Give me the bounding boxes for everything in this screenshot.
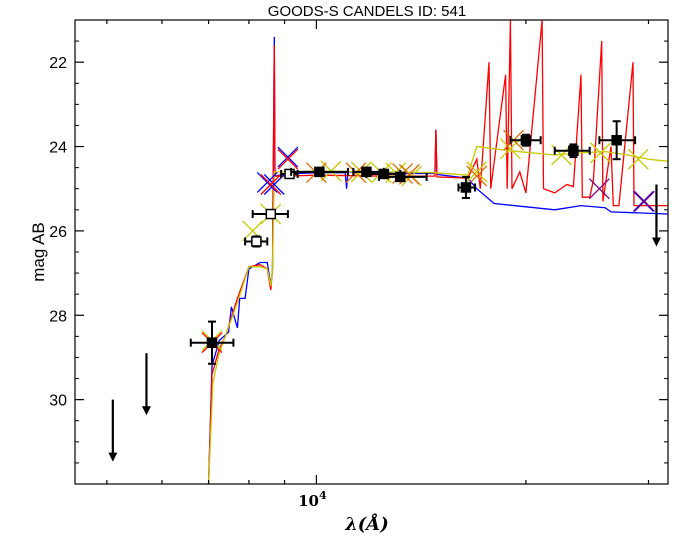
upper-limit-arrowhead (108, 452, 118, 462)
model-photometry-crosses (201, 129, 655, 354)
model-cross-model_red (260, 174, 282, 195)
observed-photometry (189, 120, 637, 365)
model-cross-model_yellow (466, 161, 488, 183)
model-cross-model_yellow (627, 148, 649, 170)
model-cross-model_red (277, 148, 299, 170)
data-point-open (284, 168, 295, 180)
data-point-filled (520, 134, 532, 146)
x-tick-label: 104 (298, 489, 327, 510)
model-line-model_blue (207, 36, 668, 484)
model-spectra (207, 20, 668, 484)
model-cross-model_purple (588, 178, 610, 200)
model-cross-model_purple (633, 190, 655, 212)
data-point-filled (460, 182, 472, 193)
model-cross-model_yellow (590, 142, 612, 164)
data-point-filled (314, 166, 325, 178)
x-axis-ticks: 104 (106, 20, 650, 510)
y-tick-label: 24 (49, 140, 67, 157)
y-tick-label: 22 (49, 55, 67, 72)
data-point-open (265, 208, 277, 220)
data-point-filled (395, 171, 406, 183)
model-cross-model_blue (256, 171, 278, 193)
model-cross-model_blue (632, 190, 654, 212)
data-point-filled (611, 134, 622, 146)
model-line-model_red (207, 20, 668, 484)
data-point-open (251, 236, 262, 247)
model-cross-model_yellow (499, 138, 521, 160)
data-point-filled (206, 337, 218, 348)
upper-limit-arrowhead (141, 406, 151, 416)
y-tick-label: 30 (49, 393, 67, 410)
y-axis-ticks: 22 24 26 28 30 (49, 19, 668, 464)
upper-limit-arrowhead (651, 237, 661, 247)
x-axis-label: λ(Å) (344, 512, 389, 535)
data-point-filled (568, 145, 579, 157)
y-tick-label: 28 (49, 308, 67, 325)
chart-title: GOODS-S CANDELS ID: 541 (268, 3, 466, 20)
upper-limit-arrows (108, 184, 661, 462)
plot-frame (74, 19, 669, 485)
model-line-model_yellow (207, 145, 668, 484)
y-axis-label: mag AB (29, 222, 48, 282)
y-tick-label: 26 (49, 224, 67, 241)
model-cross-model_blue (277, 146, 299, 168)
